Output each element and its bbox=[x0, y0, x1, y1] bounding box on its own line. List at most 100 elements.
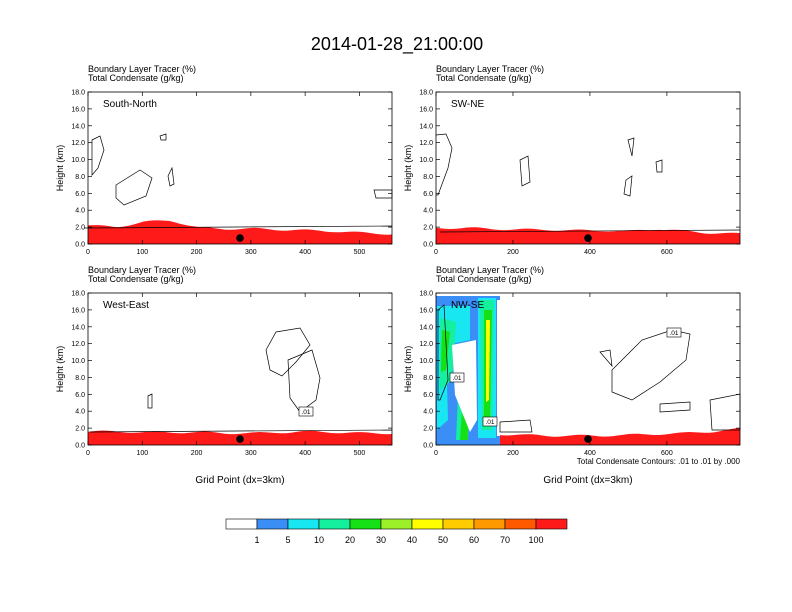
panel-label: West-East bbox=[103, 300, 149, 311]
tracer-base bbox=[88, 240, 392, 244]
condensate-contour bbox=[89, 429, 393, 433]
y-tick-label: 8.0 bbox=[423, 174, 433, 181]
x-tick-label: 200 bbox=[191, 450, 203, 457]
y-tick-label: 12.0 bbox=[419, 341, 433, 348]
colorbar-label: 100 bbox=[528, 535, 543, 545]
contour-label: .01 bbox=[669, 330, 678, 337]
y-tick-label: 10.0 bbox=[419, 157, 433, 164]
y-axis-label: Height (km) bbox=[55, 346, 65, 393]
colorbar-swatch bbox=[287, 518, 320, 530]
footnote: Total Condensate Contours: .01 to .01 by… bbox=[577, 457, 741, 466]
x-axis-label: Grid Point (dx=3km) bbox=[195, 475, 284, 486]
y-axis-label: Height (km) bbox=[403, 346, 413, 393]
panels: Boundary Layer Tracer (%)Total Condensat… bbox=[55, 64, 741, 486]
panel-subtitle: Total Condensate (g/kg) bbox=[436, 73, 532, 83]
panel-4: Boundary Layer Tracer (%)Total Condensat… bbox=[403, 265, 741, 486]
condensate-contour bbox=[91, 135, 105, 176]
y-tick-label: 18.0 bbox=[71, 291, 85, 298]
y-tick-label: 14.0 bbox=[71, 324, 85, 331]
contour-label-box bbox=[666, 327, 682, 338]
y-tick-label: 2.0 bbox=[423, 426, 433, 433]
y-tick-label: 2.0 bbox=[75, 426, 85, 433]
panel-1: Boundary Layer Tracer (%)Total Condensat… bbox=[55, 64, 393, 256]
contour-label: .01 bbox=[485, 419, 494, 426]
tracer-base bbox=[436, 240, 740, 244]
x-tick-label: 100 bbox=[136, 450, 148, 457]
y-tick-label: 12.0 bbox=[419, 140, 433, 147]
y-tick-label: 2.0 bbox=[423, 225, 433, 232]
panel-label: South-North bbox=[103, 99, 157, 110]
panel-2: Boundary Layer Tracer (%)Total Condensat… bbox=[403, 64, 741, 256]
colorbar-label: 1 bbox=[254, 535, 259, 545]
x-tick-label: 600 bbox=[661, 450, 673, 457]
condensate-contour bbox=[599, 349, 613, 368]
y-tick-label: 18.0 bbox=[419, 90, 433, 97]
y-tick-label: 6.0 bbox=[75, 392, 85, 399]
colorbar-swatch bbox=[256, 518, 289, 530]
tracer-base bbox=[436, 441, 740, 445]
y-tick-label: 14.0 bbox=[419, 123, 433, 130]
y-tick-label: 10.0 bbox=[71, 358, 85, 365]
y-tick-label: 10.0 bbox=[71, 157, 85, 164]
x-tick-label: 200 bbox=[507, 450, 519, 457]
x-tick-label: 200 bbox=[507, 249, 519, 256]
contour-label-box bbox=[482, 416, 498, 427]
y-tick-label: 16.0 bbox=[419, 307, 433, 314]
colorbar-label: 40 bbox=[407, 535, 417, 545]
plot-frame bbox=[87, 91, 393, 245]
panel-label: NW-SE bbox=[451, 300, 484, 311]
y-tick-label: 16.0 bbox=[419, 106, 433, 113]
plume-shade bbox=[440, 300, 494, 440]
x-tick-label: 400 bbox=[584, 249, 596, 256]
y-tick-label: 16.0 bbox=[71, 106, 85, 113]
colorbar-swatch bbox=[349, 518, 382, 530]
y-tick-label: 12.0 bbox=[71, 341, 85, 348]
colorbar-label: 30 bbox=[376, 535, 386, 545]
condensate-contour bbox=[709, 393, 741, 431]
colorbar-swatch bbox=[473, 518, 506, 530]
condensate-contour bbox=[147, 393, 153, 409]
colorbar-swatch bbox=[380, 518, 413, 530]
condensate-contour bbox=[659, 401, 691, 413]
y-tick-label: 8.0 bbox=[75, 375, 85, 382]
y-tick-label: 6.0 bbox=[75, 191, 85, 198]
x-axis-label: Grid Point (dx=3km) bbox=[543, 475, 632, 486]
colorbar-label: 20 bbox=[345, 535, 355, 545]
colorbar-label: 50 bbox=[438, 535, 448, 545]
cross-section-point bbox=[584, 234, 592, 242]
cross-section-point bbox=[236, 234, 244, 242]
condensate-contour bbox=[623, 175, 633, 197]
x-tick-label: 400 bbox=[299, 450, 311, 457]
colorbar-label: 5 bbox=[285, 535, 290, 545]
plume-shade bbox=[486, 320, 490, 402]
condensate-contour bbox=[265, 327, 311, 377]
panel-subtitle: Total Condensate (g/kg) bbox=[88, 73, 184, 83]
condensate-contour bbox=[167, 166, 175, 187]
contour-label: .01 bbox=[301, 409, 310, 416]
colorbar-label: 10 bbox=[314, 535, 324, 545]
plot-frame bbox=[435, 292, 741, 446]
tracer-field bbox=[436, 296, 740, 445]
y-tick-label: 12.0 bbox=[71, 140, 85, 147]
panel-subtitle: Total Condensate (g/kg) bbox=[88, 274, 184, 284]
x-tick-label: 300 bbox=[245, 450, 257, 457]
y-tick-label: 4.0 bbox=[423, 409, 433, 416]
y-tick-label: 0.0 bbox=[75, 242, 85, 249]
x-tick-label: 600 bbox=[661, 249, 673, 256]
contour-label-box bbox=[298, 406, 314, 417]
panel-title: Boundary Layer Tracer (%) bbox=[88, 265, 196, 275]
y-tick-label: 4.0 bbox=[75, 409, 85, 416]
condensate-contour bbox=[519, 155, 531, 187]
x-tick-label: 0 bbox=[434, 249, 438, 256]
x-tick-label: 400 bbox=[299, 249, 311, 256]
figure-title: 2014-01-28_21:00:00 bbox=[311, 34, 483, 55]
y-tick-label: 0.0 bbox=[423, 443, 433, 450]
panel-subtitle: Total Condensate (g/kg) bbox=[436, 274, 532, 284]
colorbar-swatch bbox=[442, 518, 475, 530]
panel-label: SW-NE bbox=[451, 99, 484, 110]
condensate-contour bbox=[439, 229, 741, 233]
y-tick-label: 14.0 bbox=[419, 324, 433, 331]
x-tick-label: 0 bbox=[86, 450, 90, 457]
colorbar-label: 60 bbox=[469, 535, 479, 545]
panel-title: Boundary Layer Tracer (%) bbox=[88, 64, 196, 74]
